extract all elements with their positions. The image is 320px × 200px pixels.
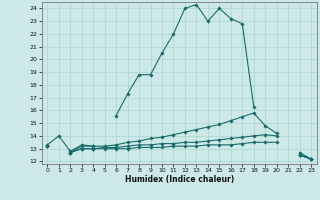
X-axis label: Humidex (Indice chaleur): Humidex (Indice chaleur)	[124, 175, 234, 184]
